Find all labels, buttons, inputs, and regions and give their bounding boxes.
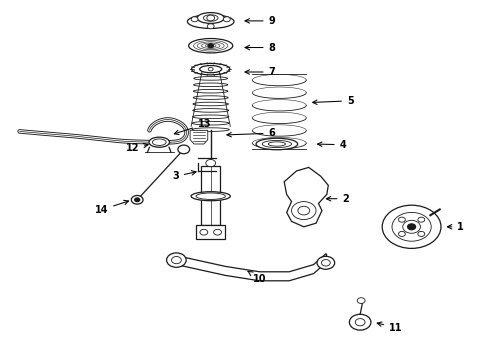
Circle shape <box>223 17 230 22</box>
Ellipse shape <box>149 137 170 147</box>
Circle shape <box>408 224 416 230</box>
Ellipse shape <box>197 13 224 23</box>
Text: 1: 1 <box>447 222 464 232</box>
Text: 2: 2 <box>326 194 349 204</box>
Text: 7: 7 <box>245 67 275 77</box>
Circle shape <box>317 256 335 269</box>
Ellipse shape <box>203 15 218 21</box>
Ellipse shape <box>256 138 297 150</box>
Circle shape <box>382 205 441 248</box>
Circle shape <box>191 17 198 22</box>
Circle shape <box>178 145 190 154</box>
Text: 6: 6 <box>227 128 275 138</box>
Circle shape <box>135 198 140 202</box>
Text: 12: 12 <box>125 143 148 153</box>
Ellipse shape <box>200 66 221 73</box>
Circle shape <box>167 253 186 267</box>
Text: 3: 3 <box>172 171 196 181</box>
Circle shape <box>214 229 221 235</box>
Circle shape <box>418 217 425 222</box>
Circle shape <box>418 231 425 237</box>
Ellipse shape <box>189 39 233 53</box>
Ellipse shape <box>192 63 230 75</box>
Text: 11: 11 <box>377 322 403 333</box>
Circle shape <box>403 220 420 233</box>
Circle shape <box>207 24 214 29</box>
Text: 10: 10 <box>248 271 267 284</box>
Text: 14: 14 <box>95 200 128 215</box>
Circle shape <box>398 231 405 237</box>
Ellipse shape <box>187 15 234 28</box>
Bar <box>201 166 220 225</box>
Text: 8: 8 <box>245 42 275 53</box>
Text: 5: 5 <box>313 96 354 106</box>
Text: 4: 4 <box>318 140 346 150</box>
Text: 9: 9 <box>245 16 275 26</box>
Bar <box>196 225 225 239</box>
Circle shape <box>357 298 365 303</box>
Circle shape <box>292 202 316 220</box>
Circle shape <box>131 195 143 204</box>
Circle shape <box>208 67 213 71</box>
Polygon shape <box>284 167 328 227</box>
Ellipse shape <box>191 192 230 201</box>
Circle shape <box>200 229 208 235</box>
Circle shape <box>207 15 215 21</box>
Circle shape <box>208 44 214 48</box>
Polygon shape <box>190 130 208 144</box>
Text: 13: 13 <box>174 119 212 135</box>
Circle shape <box>398 217 405 222</box>
Circle shape <box>206 159 216 167</box>
Circle shape <box>349 314 371 330</box>
